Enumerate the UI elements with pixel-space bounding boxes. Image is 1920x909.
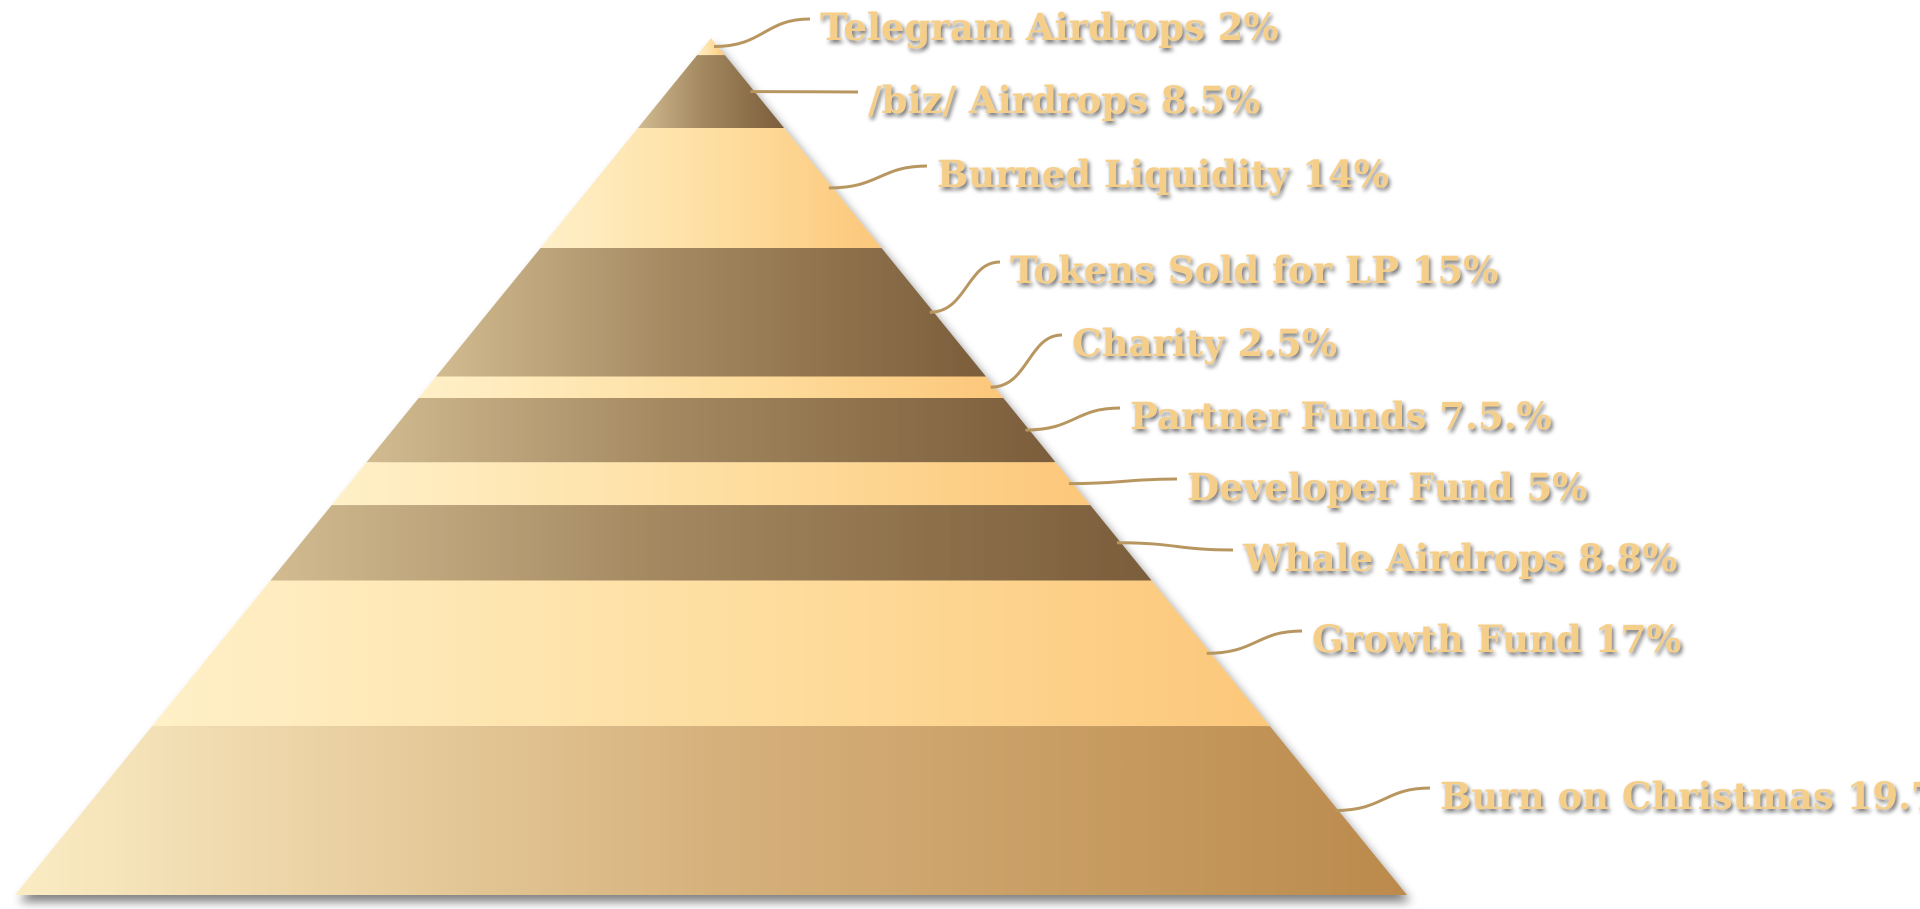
pyramid-band-5 [366, 397, 1056, 463]
leader-line-5 [1025, 406, 1121, 432]
leader-line-8 [1206, 629, 1303, 655]
leader-lines [713, 17, 1431, 813]
leader-line-4 [990, 333, 1063, 389]
leader-line-6 [1068, 477, 1178, 486]
pyramid-band-4 [418, 376, 1004, 398]
pyramid-band-6 [331, 462, 1091, 506]
slice-label-7: Whale Airdrops 8.8% [1242, 536, 1677, 580]
slice-label-4: Charity 2.5% [1072, 321, 1337, 365]
leader-line-2 [828, 164, 928, 190]
pyramid-band-9 [15, 726, 1407, 895]
slice-label-1: /biz/ Airdrops 8.5% [868, 78, 1260, 122]
slice-label-5: Partner Funds 7.5.% [1130, 394, 1552, 438]
leader-line-3 [929, 260, 1001, 314]
pyramid-band-2 [540, 127, 882, 248]
pyramid-band-8 [152, 580, 1270, 727]
slice-label-0: Telegram Airdrops 2% [820, 5, 1279, 49]
slice-label-2: Burned Liquidity 14% [937, 152, 1389, 196]
pyramid-band-3 [436, 247, 986, 377]
pyramid-band-0 [697, 38, 725, 56]
pyramid-band-7 [270, 505, 1152, 581]
leader-line-9 [1334, 786, 1431, 813]
leader-line-7 [1116, 541, 1234, 552]
slice-label-6: Developer Fund 5% [1187, 465, 1587, 509]
leader-line-0 [713, 17, 811, 49]
pyramid-bands [15, 38, 1407, 895]
pyramid-band-1 [637, 55, 785, 128]
slice-label-9: Burn on Christmas 19.7% [1440, 774, 1920, 818]
slice-labels: Telegram Airdrops 2% /biz/ Airdrops 8.5% B… [820, 5, 1920, 818]
slice-label-8: Growth Fund 17% [1312, 617, 1681, 661]
slice-label-3: Tokens Sold for LP 15% [1010, 248, 1498, 292]
